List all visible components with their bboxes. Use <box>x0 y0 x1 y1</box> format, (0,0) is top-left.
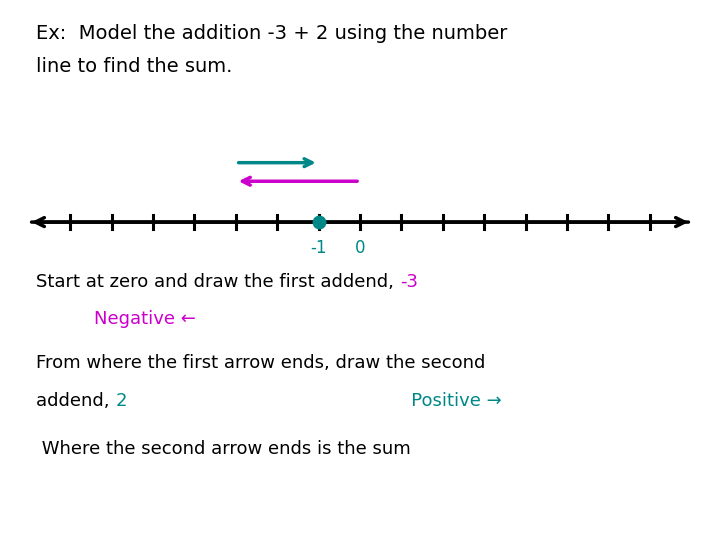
Text: 2: 2 <box>115 392 127 409</box>
Text: From where the first arrow ends, draw the second: From where the first arrow ends, draw th… <box>36 354 485 372</box>
Text: 0: 0 <box>355 239 365 257</box>
Text: line to find the sum.: line to find the sum. <box>36 57 233 76</box>
Text: -3: -3 <box>400 273 418 291</box>
Text: addend,: addend, <box>36 392 115 409</box>
Text: -1: -1 <box>310 239 327 257</box>
Text: Start at zero and draw the first addend,: Start at zero and draw the first addend, <box>36 273 400 291</box>
Text: Negative ←: Negative ← <box>94 310 195 328</box>
Text: Positive →: Positive → <box>302 392 502 409</box>
Text: Where the second arrow ends is the sum: Where the second arrow ends is the sum <box>36 440 410 458</box>
Text: Ex:  Model the addition -3 + 2 using the number: Ex: Model the addition -3 + 2 using the … <box>36 24 508 43</box>
